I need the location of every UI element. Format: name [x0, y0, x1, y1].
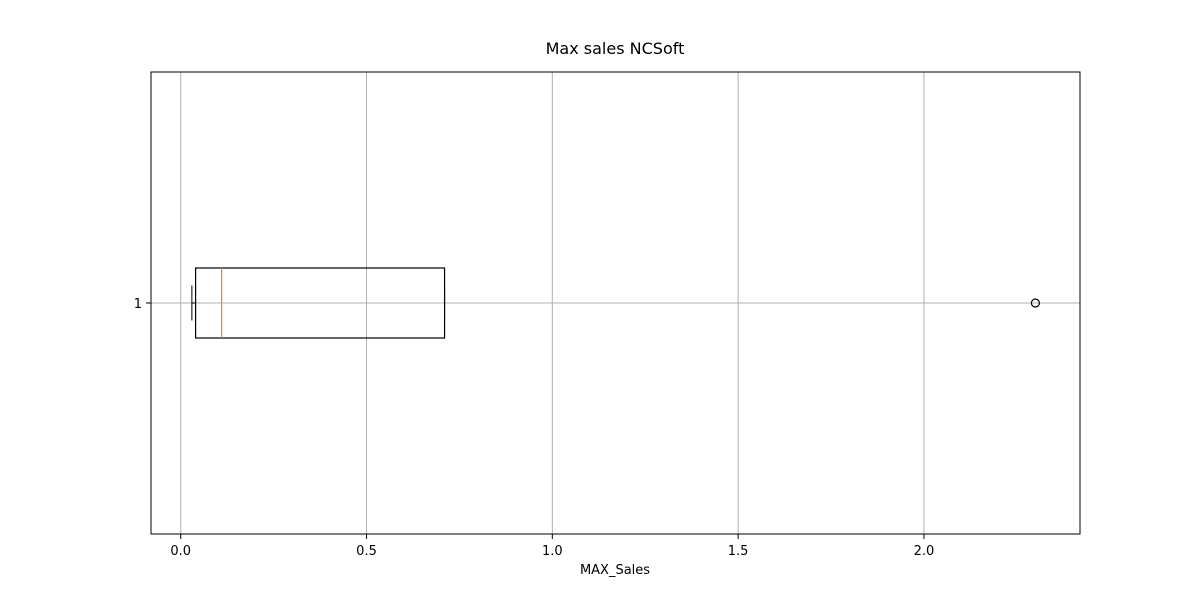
- x-axis-label: MAX_Sales: [580, 563, 650, 578]
- x-tick-label: 0.0: [170, 544, 191, 559]
- y-tick-label: 1: [134, 297, 142, 312]
- x-tick-label: 1.5: [728, 544, 749, 559]
- box-layer: [191, 267, 1041, 339]
- x-tick-label: 0.5: [356, 544, 377, 559]
- x-tick-label: 1.0: [542, 544, 563, 559]
- grid-layer: [151, 72, 1080, 534]
- iqr-box: [194, 267, 446, 339]
- outlier-point: [1030, 298, 1041, 308]
- x-tick-label: 2.0: [914, 544, 935, 559]
- chart-title: Max sales NCSoft: [546, 39, 685, 58]
- tick-layer: 0.0 0.5 1.0 1.5 2.0 1: [134, 297, 935, 559]
